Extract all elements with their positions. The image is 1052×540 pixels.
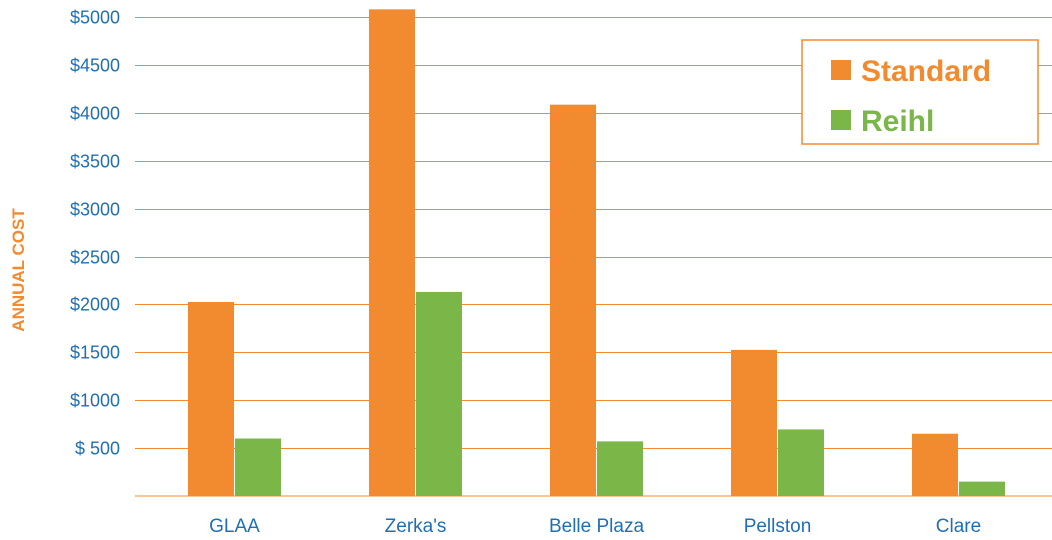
bar-standard-glaa [188,302,234,496]
x-category-label: Belle Plaza [549,516,644,537]
y-tick-label: $4000 [70,104,120,124]
bar-standard-zerka-s [369,9,415,497]
legend-label-reihl: Reihl [861,105,934,138]
legend-label-standard: Standard [861,55,991,88]
bars [188,9,1005,497]
bar-reihl-belle-plaza [597,441,643,496]
y-tick-label: $4500 [70,56,120,76]
y-tick-label: $1000 [70,391,120,411]
x-category-label: Pellston [744,516,812,537]
y-tick-label: $2500 [70,248,120,268]
bar-standard-pellston [731,349,777,496]
legend-swatch-standard [831,60,851,80]
x-category-label: Clare [936,516,981,537]
bar-reihl-pellston [778,429,824,496]
legend-swatch-reihl [831,110,851,130]
x-category-label: GLAA [209,516,260,537]
y-tick-label: $5000 [70,8,120,28]
x-category-label: Zerka's [385,516,447,537]
y-tick-label: $2000 [70,295,120,315]
y-tick-label: $1500 [70,343,120,363]
bar-reihl-clare [959,481,1005,496]
y-tick-label: $ 500 [75,439,120,459]
y-axis-label: ANNUAL COST [9,208,28,332]
bar-reihl-glaa [235,438,281,496]
x-axis-categories: GLAA Zerka's Belle Plaza Pellston Clare [209,516,981,537]
y-tick-label: $3000 [70,200,120,220]
y-axis-ticks: $ 500 $1000 $1500 $2000 $2500 $3000 $3500 $4000… [70,8,120,459]
bar-reihl-zerka-s [416,291,462,496]
bar-standard-belle-plaza [550,104,596,497]
y-tick-label: $3500 [70,152,120,172]
bar-standard-clare [912,433,958,496]
legend: Standard Reihl [801,39,1039,145]
